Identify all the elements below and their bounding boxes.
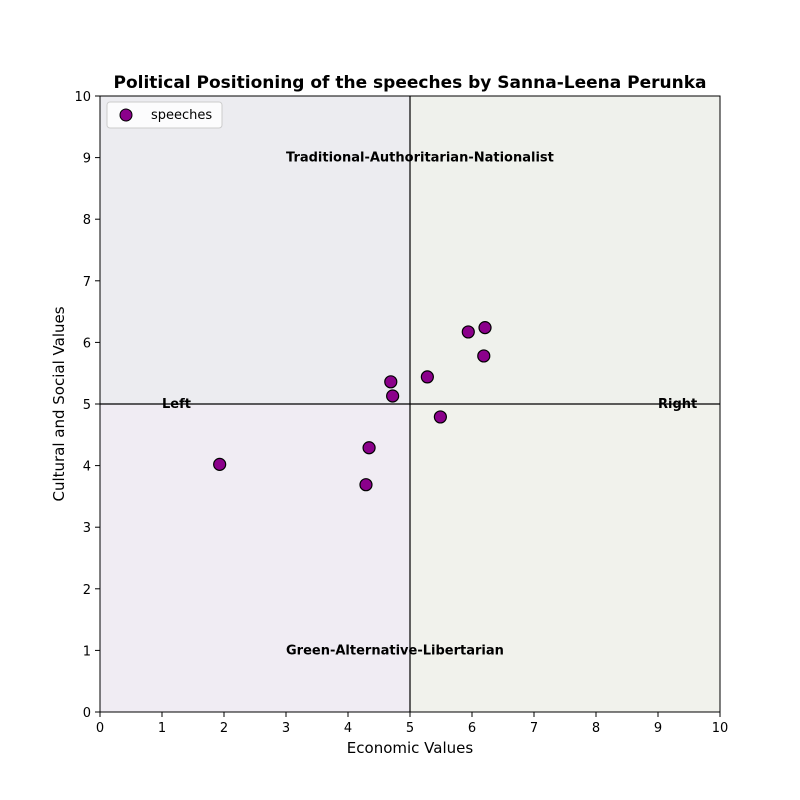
y-tick-label: 4 [83,460,91,475]
y-tick-label: 10 [74,90,91,105]
legend-marker [119,108,133,122]
y-tick-label: 8 [83,213,91,228]
data-points [213,321,492,492]
x-tick-label: 0 [96,721,104,736]
data-point [213,457,227,471]
data-point [362,441,376,455]
data-point [384,375,398,389]
x-tick-label: 1 [158,721,166,736]
quadrant-bottom-right [410,404,720,712]
y-tick-label: 2 [83,583,91,598]
data-point [359,478,373,492]
legend: speeches [106,101,223,129]
quadrant-top-left [100,96,410,404]
quadrant-backgrounds [100,96,720,712]
x-axis-label: Economic Values [347,739,474,757]
y-axis-ticks: 0 1 2 3 4 5 6 7 8 9 10 [74,90,100,721]
x-tick-label: 6 [468,721,476,736]
data-point [477,349,491,363]
quadrant-bottom-left [100,404,410,712]
y-axis-label: Cultural and Social Values [50,306,68,501]
y-tick-label: 6 [83,336,91,351]
legend-box [106,101,223,129]
data-point [420,370,434,384]
y-tick-label: 7 [83,275,91,290]
quadrant-annotations: Traditional-Authoritarian-Nationalist Gre… [162,151,697,659]
x-tick-label: 2 [220,721,228,736]
y-tick-label: 1 [83,644,91,659]
y-tick-label: 0 [83,706,91,721]
annotation-label: Left [162,397,191,412]
y-tick-label: 5 [83,398,91,413]
legend-label: speeches [151,108,212,123]
x-tick-label: 9 [654,721,662,736]
y-tick-label: 9 [83,152,91,167]
quadrant-top-right [410,96,720,404]
x-axis-ticks: 0 1 2 3 4 5 6 7 8 9 10 [96,712,728,736]
chart-title: Political Positioning of the speeches by… [114,73,707,93]
y-tick-label: 3 [83,521,91,536]
x-tick-label: 4 [344,721,352,736]
x-tick-label: 7 [530,721,538,736]
data-point [461,325,475,339]
data-point [433,410,447,424]
annotation-label: Right [658,397,697,412]
annotation-label: Traditional-Authoritarian-Nationalist [286,151,554,166]
data-point [386,389,400,403]
data-point [478,321,492,335]
reference-lines [100,96,720,712]
x-tick-label: 10 [712,721,729,736]
x-tick-label: 3 [282,721,290,736]
x-tick-label: 8 [592,721,600,736]
x-tick-label: 5 [406,721,414,736]
annotation-label: Green-Alternative-Libertarian [286,643,504,658]
